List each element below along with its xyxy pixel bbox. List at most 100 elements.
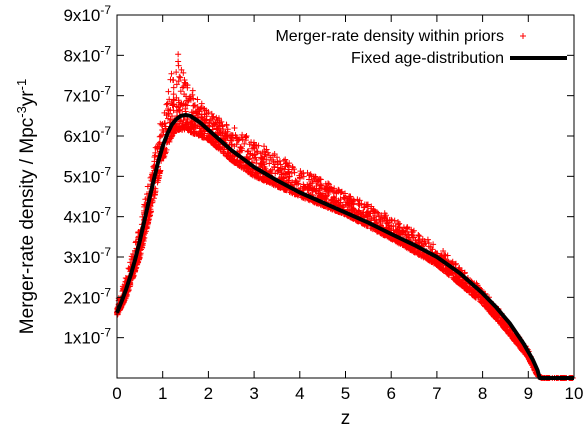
scatter-point [231,125,238,132]
scatter-point [246,141,253,148]
scatter-point [267,154,274,161]
scatter-point [356,197,363,204]
scatter-point [189,91,196,98]
scatter-point [223,121,230,128]
scatter-point [346,200,353,207]
scatter-point [370,207,377,214]
scatter-point [179,84,186,91]
scatter-point [198,113,205,120]
scatter-point [499,319,506,326]
scatter-point [461,284,468,291]
y-axis-label-main: Merger-rate density / Mpc [17,118,38,334]
scatter-point [196,124,203,131]
scatter-point [342,190,349,197]
tick-labels: 0 1 2 3 4 5 6 7 8 9 10 1x10-7 2x10-7 3x10-7 4x10-7 5x10… [63,3,583,403]
scatter-point [478,294,485,301]
scatter-point [297,168,304,175]
legend-label-line: Fixed age-distribution [351,50,504,67]
y-tick-label: 8x10-7 [63,43,111,65]
x-tick-label: 2 [204,384,213,403]
scatter-point [170,101,177,108]
scatter-point [491,313,498,320]
scatter-point [229,153,236,160]
scatter-point [168,70,175,77]
scatter-point [396,224,403,231]
scatter-point [327,197,334,204]
scatter-point [419,236,426,243]
scatter-point [183,97,190,104]
scatter-point [203,113,210,120]
scatter-point [210,140,217,147]
scatter-point [355,208,362,215]
scatter-point [220,148,227,155]
scatter-point [231,157,238,164]
scatter-point [411,234,418,241]
scatter-point [389,217,396,224]
scatter-point [231,143,238,150]
scatter-point [177,118,184,125]
scatter-point [330,194,337,201]
scatter-point [193,110,200,117]
scatter-point [185,125,192,132]
scatter-point [200,128,207,135]
scatter-point [169,113,176,120]
scatter-point [484,305,491,312]
scatter-point [394,218,401,225]
scatter-point [172,126,179,133]
scatter-point [251,142,258,149]
scatter-point [194,96,201,103]
scatter-point [385,234,392,241]
y-axis-label: Merger-rate density / Mpc-3yr-1 [14,79,39,334]
scatter-point [338,188,345,195]
fixed-age-line [115,113,574,380]
scatter-point [244,164,251,171]
scatter-point [314,178,321,185]
scatter-point [165,111,172,118]
scatter-point [175,78,182,85]
scatter-point [368,215,375,222]
scatter-point [252,151,259,158]
scatter-point [472,291,479,298]
scatter-point [317,182,324,189]
scatter-point [285,168,292,175]
scatter-point [503,323,510,330]
y-tick-label: 9x10-7 [63,3,111,25]
x-tick-label: 3 [249,384,258,403]
scatter-point [264,149,271,156]
scatter-point [379,218,386,225]
scatter-point [282,170,289,177]
scatter-point [341,195,348,202]
scatter-point [187,129,194,136]
scatter-point [335,186,342,193]
scatter-point [402,229,409,236]
scatter-point [209,115,216,122]
scatter-point [272,181,279,188]
scatter-point [335,202,342,209]
scatter-point [345,193,352,200]
scatter-point [169,102,176,109]
scatter-point [211,121,218,128]
axis-ticks [116,14,575,378]
scatter-point [276,158,283,165]
scatter-point [283,160,290,167]
scatter-point [397,231,404,238]
scatter-point [282,187,289,194]
scatter-point [411,249,418,256]
scatter-point [296,175,303,182]
x-tick-label: 1 [158,384,167,403]
scatter-point [236,148,243,155]
y-tick-label: 4x10-7 [63,205,111,227]
scatter-point [164,100,171,107]
legend-plus [520,33,526,39]
scatter-point [519,347,526,354]
scatter-point [151,191,158,198]
scatter-point [291,166,298,173]
scatter-point [119,283,126,290]
scatter-point [308,185,315,192]
scatter-point [317,176,324,183]
scatter-point [128,253,135,260]
scatter-point [327,184,334,191]
scatter-point [249,152,256,159]
scatter-point [215,144,222,151]
scatter-point [264,177,271,184]
